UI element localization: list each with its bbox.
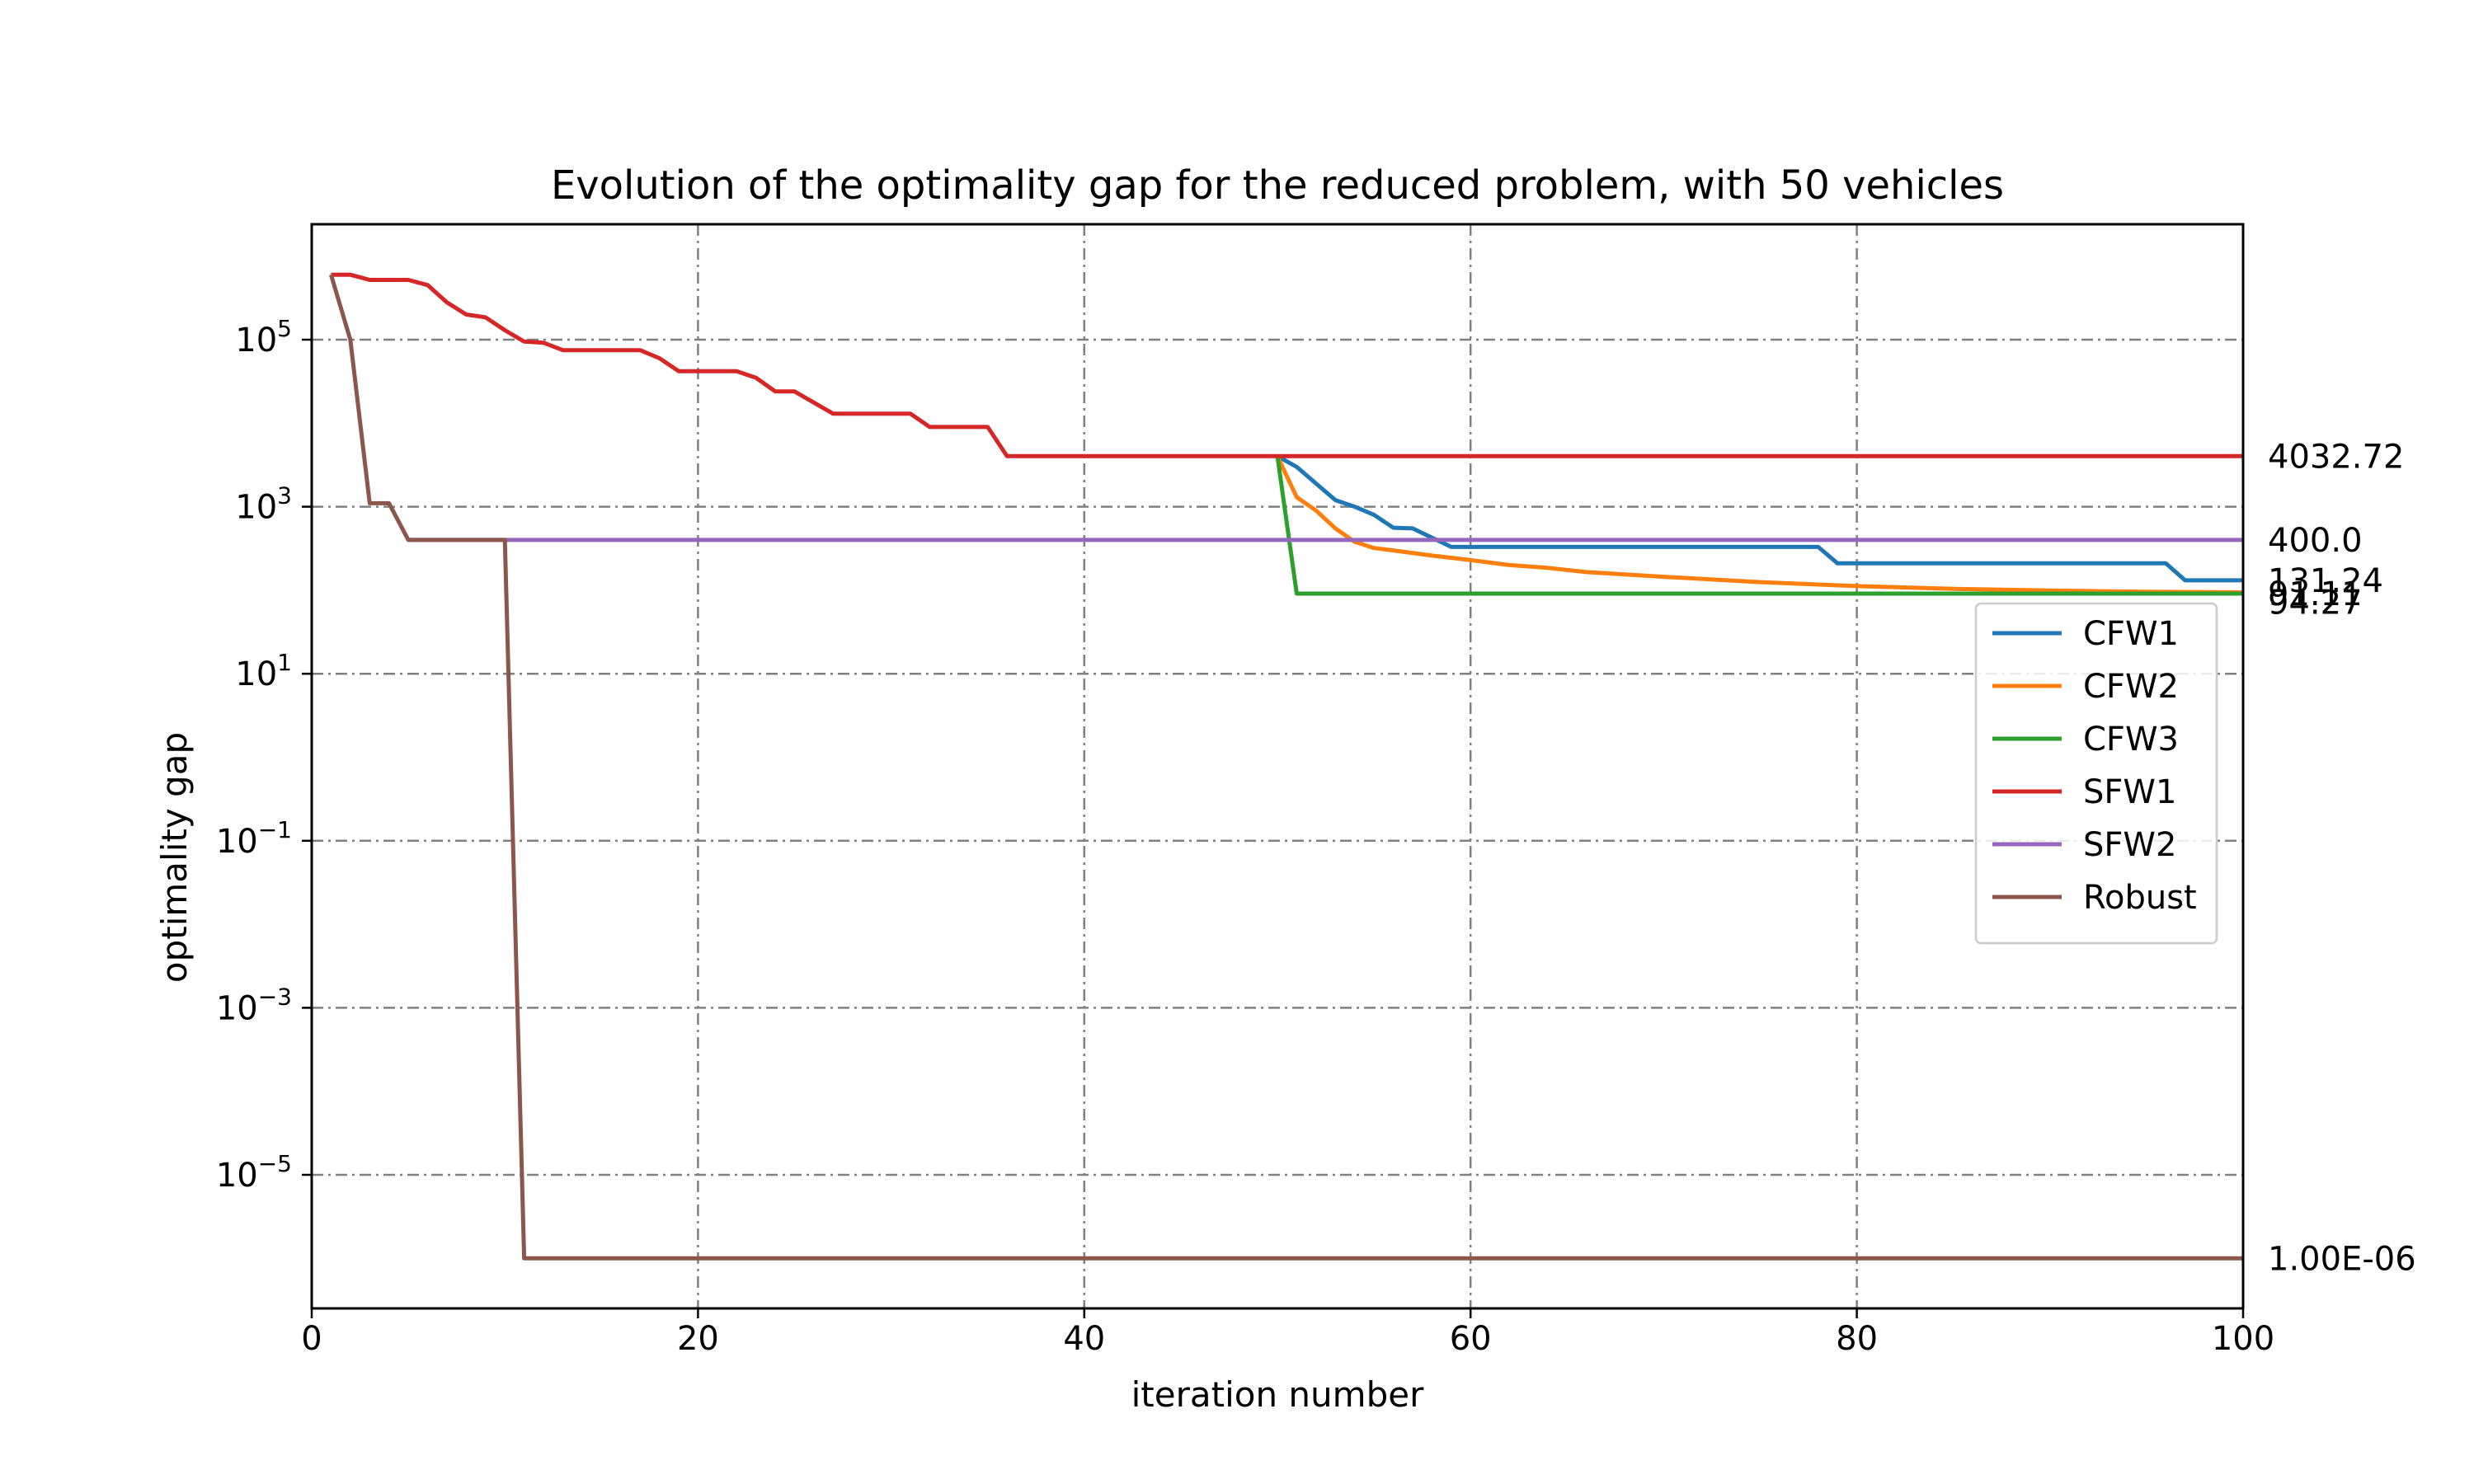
y-tick-label: 10−3 bbox=[216, 983, 292, 1027]
y-tick-label: 105 bbox=[235, 315, 292, 359]
x-tick-label: 20 bbox=[677, 1320, 719, 1358]
end-label-cfw2: 94.27 bbox=[2268, 584, 2363, 622]
x-axis-label: iteration number bbox=[1131, 1374, 1424, 1415]
series-line-cfw1 bbox=[1276, 454, 2243, 583]
x-tick-label: 60 bbox=[1450, 1320, 1492, 1358]
end-label-cfw1: 131.24 bbox=[2268, 562, 2383, 600]
x-tick-label: 80 bbox=[1836, 1320, 1878, 1358]
series-line-cfw3 bbox=[1275, 455, 2243, 596]
series-line-robust bbox=[329, 274, 2243, 1261]
legend-label-sfw2: SFW2 bbox=[2083, 826, 2176, 864]
y-axis-ticks: 105 103 101 10−1 10−3 10−5 bbox=[216, 315, 312, 1195]
end-label-cfw3: 91.11 bbox=[2268, 575, 2363, 613]
y-axis-label: optimality gap bbox=[154, 732, 195, 983]
y-tick-label: 103 bbox=[235, 482, 292, 527]
end-label-sfw2: 400.0 bbox=[2268, 522, 2363, 560]
legend-label-sfw1: SFW1 bbox=[2083, 773, 2176, 811]
x-tick-label: 0 bbox=[301, 1320, 322, 1358]
end-label-sfw1: 4032.72 bbox=[2268, 438, 2404, 476]
legend-label-cfw2: CFW2 bbox=[2083, 668, 2179, 706]
y-tick-label: 101 bbox=[235, 649, 292, 693]
end-label-robust: 1.00E-06 bbox=[2268, 1240, 2416, 1278]
series-line-sfw1 bbox=[331, 272, 2243, 458]
legend-label-robust: Robust bbox=[2083, 879, 2197, 917]
y-tick-label: 10−1 bbox=[216, 816, 292, 861]
legend-box bbox=[1974, 602, 2218, 945]
chart-title: Evolution of the optimality gap for the … bbox=[551, 162, 2004, 209]
series-line-cfw2 bbox=[1275, 455, 2244, 594]
grid-lines bbox=[312, 224, 2243, 1308]
plot-series bbox=[329, 272, 2244, 1261]
x-axis-ticks: 0 20 40 60 80 100 bbox=[301, 1308, 2274, 1358]
y-tick-label: 10−5 bbox=[216, 1150, 292, 1195]
legend: CFW1 CFW2 CFW3 SFW1 SFW2 Robust bbox=[1974, 602, 2218, 945]
legend-label-cfw3: CFW3 bbox=[2083, 721, 2179, 758]
x-tick-label: 40 bbox=[1063, 1320, 1105, 1358]
plot-area-frame bbox=[310, 223, 2245, 1310]
x-tick-label: 100 bbox=[2212, 1320, 2274, 1358]
legend-label-cfw1: CFW1 bbox=[2083, 615, 2179, 653]
